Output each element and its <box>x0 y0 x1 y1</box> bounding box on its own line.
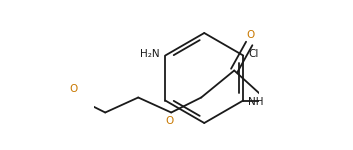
Text: O: O <box>70 84 78 94</box>
Text: NH: NH <box>249 97 264 107</box>
Text: O: O <box>247 30 255 40</box>
Text: H₂N: H₂N <box>140 49 160 59</box>
Text: O: O <box>166 116 174 126</box>
Text: Cl: Cl <box>249 49 259 59</box>
